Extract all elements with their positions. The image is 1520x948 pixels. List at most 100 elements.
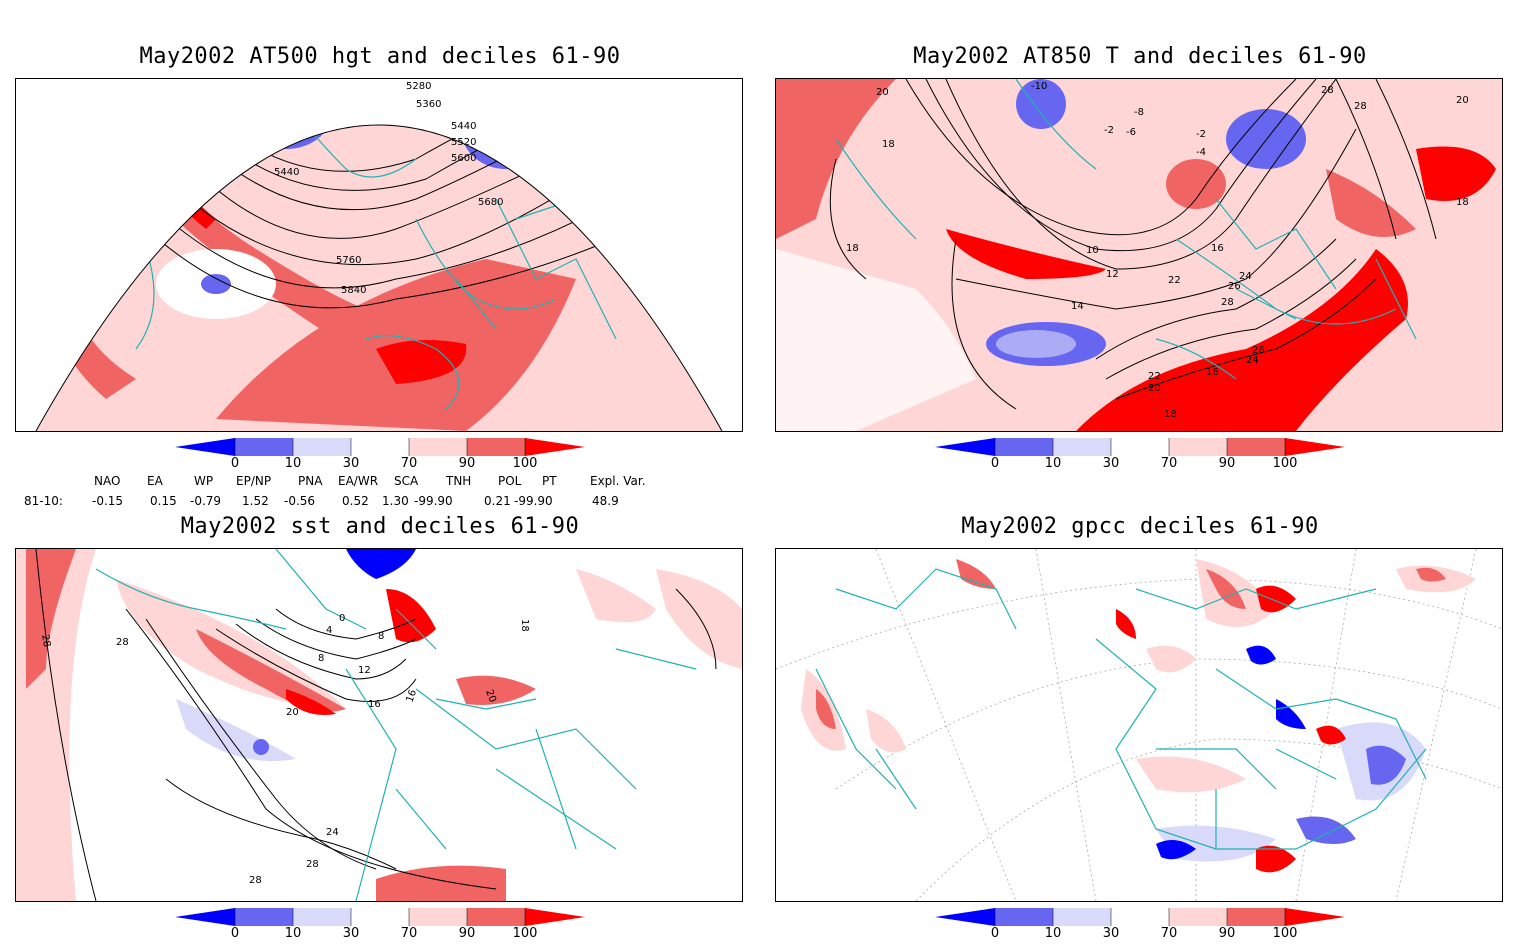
- decile-region: [1166, 159, 1226, 209]
- index-value: -99.90: [514, 494, 553, 508]
- colorbar-tick: 100: [1272, 456, 1298, 471]
- index-name: WP: [194, 474, 214, 488]
- index-name: PNA: [298, 474, 323, 488]
- colorbar-bottom-right: 0 10 30 70 90 100: [935, 908, 1345, 948]
- contour-label: 5520: [451, 137, 476, 148]
- colorbar-tick: 100: [512, 456, 538, 471]
- index-name: EA/WR: [338, 474, 379, 488]
- colorbar-top-left: 0 10 30 70 90 100: [175, 438, 585, 478]
- contour-label: 26: [1252, 345, 1265, 356]
- colorbar-tick: 90: [1218, 926, 1236, 941]
- decile-region: [576, 569, 656, 623]
- colorbar-tick: 0: [990, 926, 1000, 941]
- colorbar-tick: 90: [458, 926, 476, 941]
- index-value: -99.90: [414, 494, 453, 508]
- index-name: Expl. Var.: [590, 474, 646, 488]
- contour-label: 0: [339, 613, 345, 624]
- decile-region: [1226, 109, 1306, 169]
- contour-label: 5840: [341, 285, 366, 296]
- colorbar-tick: 100: [1272, 926, 1298, 941]
- colorbar-tick: 70: [1160, 456, 1178, 471]
- decile-region: [571, 125, 618, 179]
- contour-label: 22: [1148, 371, 1161, 382]
- contour-label: -4: [1196, 147, 1206, 158]
- contour-label: 26: [1228, 281, 1241, 292]
- colorbar-tick: 10: [1044, 456, 1062, 471]
- colorbar-tick: 90: [458, 456, 476, 471]
- colorbar-tick: 10: [1044, 926, 1062, 941]
- index-value: -0.79: [190, 494, 222, 508]
- decile-region: [26, 549, 76, 689]
- index-value: 1.30: [382, 494, 409, 508]
- index-value: 0.15: [150, 494, 177, 508]
- decile-region: [96, 125, 366, 339]
- map-at850: -10 20 18 -8 -6 -2 -2 -4 28 28 20 18 10 …: [775, 78, 1503, 432]
- decile-region: [1326, 169, 1416, 237]
- contour-label: -2: [1104, 125, 1114, 136]
- coastlines: [815, 568, 1427, 850]
- colorbar-top-right: 0 10 30 70 90 100: [935, 438, 1345, 478]
- contour-label: 24: [1239, 271, 1252, 282]
- contour-label: 20: [483, 688, 498, 704]
- colorbar-tick: 30: [1102, 926, 1120, 941]
- colorbar-tick: 30: [342, 926, 360, 941]
- contour-label: -2: [1196, 129, 1206, 140]
- decile-region: [116, 579, 346, 709]
- map-sst: 28 28 0 4 8 8 12 16 20 18 20 24 28 28 16: [15, 548, 743, 902]
- contour-label: 8: [378, 631, 384, 642]
- decile-region: [946, 229, 1106, 279]
- panel-title-sst: May2002 sst and deciles 61-90: [180, 514, 580, 539]
- colorbar-tick: 70: [400, 926, 418, 941]
- temperature-contours: [829, 79, 1437, 410]
- coastlines: [95, 549, 697, 901]
- contour-label: 5360: [416, 99, 441, 110]
- index-name: PT: [542, 474, 557, 488]
- contour-label: 28: [1221, 297, 1234, 308]
- index-name: EP/NP: [236, 474, 272, 488]
- colorbar-tick: 70: [400, 456, 418, 471]
- index-name: EA: [147, 474, 163, 488]
- decile-region: [1416, 146, 1496, 201]
- decile-region: [1076, 249, 1408, 431]
- contour-labels: -10 20 18 -8 -6 -2 -2 -4 28 28 20 18 10 …: [846, 81, 1469, 420]
- index-name: NAO: [94, 474, 121, 488]
- colorbar-tick: 10: [284, 456, 302, 471]
- contour-label: 18: [846, 243, 859, 254]
- contour-label: 28: [116, 637, 129, 648]
- colorbar-swatches: [175, 908, 585, 926]
- panel-title-at850: May2002 AT850 T and deciles 61-90: [913, 44, 1367, 69]
- contour-label: -10: [1031, 81, 1047, 92]
- contour-label: 28: [39, 634, 52, 648]
- decile-region: [126, 125, 216, 229]
- contour-label: 16: [1211, 243, 1224, 254]
- contour-label: 16: [404, 688, 419, 704]
- colorbar-tick: 70: [1160, 926, 1178, 941]
- contour-label: 5760: [336, 255, 361, 266]
- contour-label: 18: [882, 139, 895, 150]
- colorbar-tick: 10: [284, 926, 302, 941]
- contour-label: 24: [326, 827, 339, 838]
- colorbar-tick: 100: [512, 926, 538, 941]
- index-value: 0.52: [342, 494, 369, 508]
- decile-region: [196, 629, 346, 712]
- decile-region: [201, 274, 231, 294]
- colorbar-swatches: [935, 908, 1345, 926]
- decile-region: [996, 330, 1076, 358]
- contour-label: 18: [519, 619, 530, 632]
- map-outline: [35, 124, 723, 431]
- colorbar-tick: 0: [990, 456, 1000, 471]
- map-gpcc: [775, 548, 1503, 902]
- index-value: -0.56: [284, 494, 316, 508]
- colorbar-tick: 90: [1218, 456, 1236, 471]
- index-name: TNH: [446, 474, 472, 488]
- index-value: 48.9: [592, 494, 619, 508]
- contour-label: 22: [1168, 275, 1181, 286]
- colorbar-tick: 0: [230, 926, 240, 941]
- contour-label: 24: [1246, 355, 1259, 366]
- decile-region: [376, 865, 506, 901]
- contour-label: 8: [318, 653, 324, 664]
- index-name: POL: [498, 474, 522, 488]
- index-value: -0.15: [92, 494, 124, 508]
- precip-decile-patches: [801, 559, 1476, 873]
- contour-label: -8: [1134, 107, 1144, 118]
